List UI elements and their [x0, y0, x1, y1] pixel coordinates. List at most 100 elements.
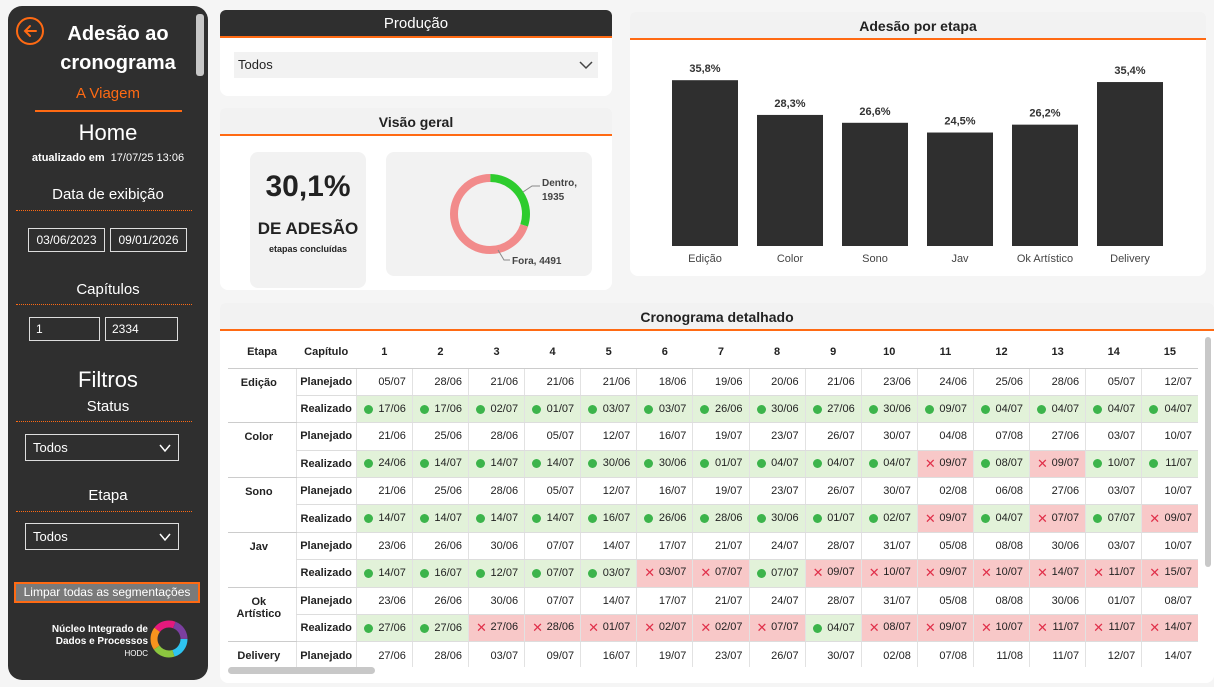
planned-date-cell: 30/06 [1029, 532, 1086, 561]
realized-label: Realizado [295, 504, 357, 533]
realized-date: 07/07 [1107, 512, 1136, 525]
realized-date-cell: 10/07 [1085, 450, 1142, 479]
schedule-table-wrap: Etapa Capítulo 1 2 3 4 5 6 7 8 9 10 11 12 13 14 15 Ediçã… [228, 337, 1198, 667]
realized-date: 28/06 [546, 621, 575, 634]
planned-date-cell: 21/06 [355, 477, 413, 506]
visao-geral-title: Visão geral [220, 108, 612, 136]
date-start-input[interactable]: 03/06/2023 [28, 228, 105, 252]
on-time-dot-icon [756, 513, 766, 525]
on-time-dot-icon [363, 568, 373, 580]
late-x-icon: ✕ [1037, 620, 1048, 636]
realized-date: 04/07 [995, 512, 1024, 525]
realized-date: 04/07 [1051, 402, 1080, 415]
sidebar: Adesão ao cronograma A Viagem Home atual… [8, 6, 208, 680]
chapter-end-input[interactable]: 2334 [105, 317, 178, 341]
table-vertical-scrollbar[interactable] [1205, 337, 1211, 567]
donut-slice-fora[interactable] [450, 174, 530, 254]
realized-date: 10/07 [995, 621, 1024, 634]
planned-date-cell: 12/07 [580, 422, 637, 451]
realized-date-cell: 14/07 [467, 504, 525, 533]
on-time-dot-icon [644, 404, 654, 416]
realized-date-cell: ✕ 02/07 [692, 614, 749, 643]
status-dropdown[interactable]: Todos [25, 434, 179, 461]
realized-date: 16/07 [434, 566, 462, 579]
donut-slice-dentro[interactable] [450, 174, 530, 254]
kpi-value: 30,1% [265, 170, 351, 203]
column-header-chapter: 13 [1029, 337, 1086, 369]
chevron-down-icon [579, 61, 593, 70]
table-row: Ok Artístico Planejado 23/06 26/06 30/06 07/0… [228, 587, 1198, 643]
late-x-icon: ✕ [924, 510, 936, 526]
realized-date-cell: 04/07 [1141, 395, 1198, 424]
late-x-icon: ✕ [980, 620, 992, 636]
realized-date-cell: ✕ 07/07 [692, 559, 749, 588]
on-time-dot-icon [532, 458, 542, 470]
planned-label: Planejado [295, 477, 357, 506]
planned-date-cell: 28/06 [467, 477, 525, 506]
etapa-dropdown[interactable]: Todos [25, 523, 179, 550]
realized-date: 14/07 [434, 512, 462, 525]
planned-date-cell: 08/08 [972, 587, 1030, 616]
bar[interactable] [842, 122, 908, 246]
clear-filters-button[interactable]: Limpar todas as segmentações [14, 582, 200, 603]
bar[interactable] [757, 114, 823, 246]
realized-date: 08/07 [995, 457, 1024, 470]
realized-label: Realizado [295, 450, 357, 479]
planned-label: Planejado [295, 532, 357, 561]
table-horizontal-scrollbar[interactable] [228, 667, 375, 674]
realized-date-cell: 14/07 [411, 504, 469, 533]
planned-date-cell: 12/07 [1141, 368, 1198, 396]
realized-date: 10/07 [883, 566, 911, 579]
kpi-adhesion: 30,1% DE ADESÃO etapas concluídas [250, 152, 366, 288]
chapter-start-input[interactable]: 1 [29, 317, 100, 341]
donut-leader-line [497, 249, 510, 261]
back-arrow-button[interactable] [16, 17, 44, 45]
chapters-section-label: Capítulos [76, 281, 140, 298]
realized-date: 08/07 [883, 621, 911, 634]
planned-date-cell: 18/06 [636, 368, 693, 396]
home-label: Home [78, 120, 138, 145]
late-x-icon: ✕ [475, 620, 487, 636]
on-time-dot-icon [588, 458, 598, 470]
planned-date-cell: 21/06 [524, 368, 581, 396]
realized-date-cell: ✕ 10/07 [972, 559, 1030, 588]
producao-dropdown[interactable]: Todos [234, 52, 598, 78]
realized-date: 27/06 [434, 621, 462, 634]
late-x-icon: ✕ [868, 620, 880, 636]
planned-date-cell: 20/06 [748, 368, 806, 396]
category-label: Ok Artístico [1017, 253, 1073, 265]
bar[interactable] [672, 80, 738, 246]
on-time-dot-icon [532, 568, 542, 580]
realized-date: 03/07 [658, 566, 687, 579]
sidebar-scrollbar[interactable] [196, 14, 204, 76]
realized-date: 04/07 [827, 621, 855, 634]
realized-date-cell: 30/06 [580, 450, 637, 479]
planned-date-cell: 26/07 [748, 641, 806, 667]
planned-date-cell: 08/07 [1141, 587, 1198, 616]
on-time-dot-icon [1149, 404, 1159, 416]
late-x-icon: ✕ [980, 565, 992, 581]
category-label: Color [777, 253, 804, 265]
planned-date-cell: 24/07 [748, 532, 806, 561]
planned-date-cell: 28/06 [411, 368, 469, 396]
planned-date-cell: 03/07 [1085, 532, 1142, 561]
planned-date-cell: 12/07 [1085, 641, 1142, 667]
realized-date-cell: 30/06 [748, 395, 806, 424]
realized-date-cell: 14/07 [411, 450, 469, 479]
on-time-dot-icon [588, 568, 598, 580]
bar[interactable] [1097, 82, 1163, 246]
planned-date-cell: 23/06 [355, 587, 413, 616]
realized-label: Realizado [295, 395, 357, 424]
date-end-input[interactable]: 09/01/2026 [110, 228, 187, 252]
realized-date-cell: ✕ 02/07 [636, 614, 693, 643]
etapa-cell: Jav [228, 532, 297, 588]
planned-date-cell: 30/06 [467, 532, 525, 561]
planned-date-cell: 12/07 [580, 477, 637, 506]
planned-date-cell: 05/07 [524, 477, 581, 506]
late-x-icon: ✕ [1093, 620, 1105, 636]
bar[interactable] [1012, 124, 1078, 246]
table-row: Realizado 17/06 17/06 02/07 01/07 03/07 03/07 2… [228, 395, 1198, 424]
planned-date-cell: 01/07 [1085, 587, 1142, 616]
planned-date-cell: 02/08 [860, 641, 918, 667]
bar[interactable] [927, 132, 993, 246]
